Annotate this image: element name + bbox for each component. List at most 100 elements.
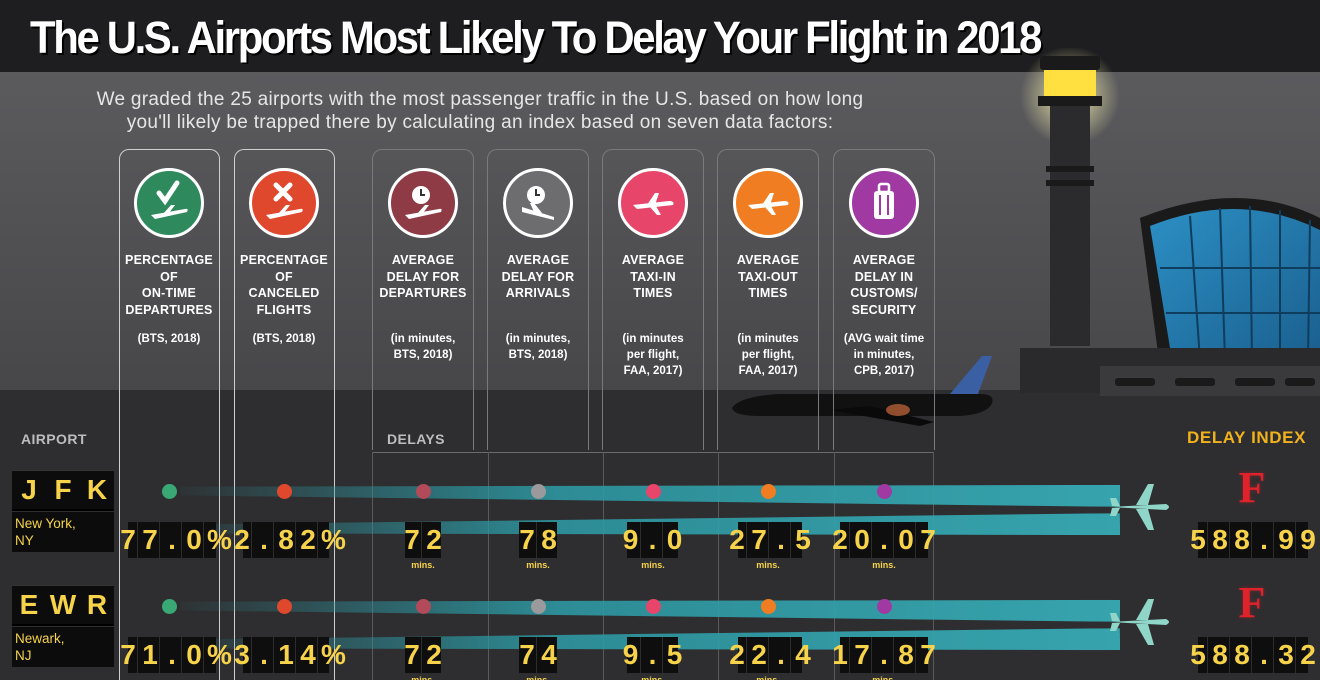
airport-code-char: E xyxy=(12,585,46,624)
metric-source-line: (in minutes, xyxy=(390,333,456,345)
mins-label: mins. xyxy=(641,675,665,680)
value-char: . xyxy=(772,637,791,673)
value-char: 7 xyxy=(518,637,537,673)
mins-label: mins. xyxy=(756,675,780,680)
control-tower-icon xyxy=(1020,48,1120,346)
metric-source-line: per flight, xyxy=(626,349,680,361)
page-title: The U.S. Airports Most Likely To Delay Y… xyxy=(30,12,1042,63)
value-char: 9 xyxy=(622,637,641,673)
metric-label: PERCENTAGE OF CANCELED FLIGHTS xyxy=(234,252,334,318)
metric-source-line: (in minutes, xyxy=(505,333,571,345)
frame-delay-departures xyxy=(372,149,474,450)
metric-source-line: (BTS, 2018) xyxy=(252,333,316,345)
metric-source-line: (in minutes xyxy=(622,333,684,345)
value-char: . xyxy=(644,522,663,558)
metric-dot xyxy=(162,484,177,499)
mins-label: mins. xyxy=(411,560,435,570)
metric-label-line: AVERAGE xyxy=(391,253,455,267)
metric-icon-circle xyxy=(503,168,573,238)
value-char: 2 xyxy=(299,522,318,558)
metric-source: (BTS, 2018) xyxy=(119,331,219,347)
airliner-icon xyxy=(732,356,993,426)
metric-dot xyxy=(277,599,292,614)
value-char: . xyxy=(163,522,182,558)
metric-icon-circle xyxy=(618,168,688,238)
value-char: 8 xyxy=(1233,522,1252,558)
value-char: 7 xyxy=(920,524,936,555)
metric-source-line: per flight, xyxy=(741,349,795,361)
metric-dot xyxy=(531,599,546,614)
value-char: 3 xyxy=(233,637,252,673)
value-char: 0 xyxy=(666,524,683,555)
value-char: 2 xyxy=(831,522,850,558)
metric-source-line: FAA, 2017) xyxy=(623,365,683,377)
metric-label-line: PERCENTAGE xyxy=(240,253,328,267)
mins-label: mins. xyxy=(526,560,550,570)
metric-icon-circle xyxy=(733,168,803,238)
metric-icon-circle xyxy=(388,168,458,238)
metric-label-line: AVERAGE xyxy=(506,253,570,267)
clock-departure-icon xyxy=(405,186,442,219)
x-plane-icon xyxy=(266,182,303,219)
metric-label: AVERAGE TAXI-OUT TIMES xyxy=(718,252,818,302)
frame-on-time xyxy=(119,149,220,680)
metric-label: AVERAGE DELAY FOR ARRIVALS xyxy=(488,252,588,302)
value-char: 8 xyxy=(1211,637,1230,673)
metric-label-line: AVERAGE xyxy=(852,253,916,267)
value-char: 0 xyxy=(853,522,872,558)
metric-dot xyxy=(277,484,292,499)
metric-label: AVERAGE DELAY FOR DEPARTURES xyxy=(373,252,473,302)
terminal-building-icon xyxy=(1020,198,1320,396)
airport-code-char: K xyxy=(80,470,114,509)
luggage-icon xyxy=(874,182,894,219)
value-char: 8 xyxy=(277,522,296,558)
metric-label-line: OF xyxy=(160,269,178,284)
value-char: 1 xyxy=(141,637,160,673)
value-char: 5 xyxy=(1189,522,1208,558)
value-char: . xyxy=(163,637,182,673)
value-char: 8 xyxy=(1211,522,1230,558)
value-char: . xyxy=(875,522,894,558)
metric-dot xyxy=(646,599,661,614)
metric-source-line: (in minutes xyxy=(737,333,799,345)
frame-customs xyxy=(833,149,935,450)
value-char: % xyxy=(321,524,346,555)
metric-value: 3. 1 4% xyxy=(234,637,346,673)
value-char: 2 xyxy=(750,637,769,673)
value-char: 7 xyxy=(403,522,422,558)
city-line: NJ xyxy=(15,648,32,663)
plane-icon xyxy=(1110,484,1169,530)
value-char: 4 xyxy=(541,639,557,670)
subtitle-line-2: you'll likely be trapped there by calcul… xyxy=(126,112,834,133)
value-char: . xyxy=(772,522,791,558)
value-char: % xyxy=(207,524,232,555)
city-line: Newark, xyxy=(15,631,65,646)
metric-dot xyxy=(531,484,546,499)
metric-value: 9.5 xyxy=(623,637,682,673)
metric-source-line: in minutes, xyxy=(853,349,915,361)
metric-label-line: CUSTOMS/ xyxy=(850,286,918,300)
metric-label-line: AVERAGE xyxy=(736,253,800,267)
metric-dot xyxy=(877,484,892,499)
airport-code-char: R xyxy=(80,585,114,624)
metric-label: PERCENTAGE OF ON-TIME DEPARTURES xyxy=(119,252,219,318)
clock-arrival-icon xyxy=(522,186,554,220)
value-char: 2 xyxy=(728,522,747,558)
metric-label: AVERAGE TAXI-IN TIMES xyxy=(603,252,703,302)
mins-label: mins. xyxy=(872,560,896,570)
delay-index-header: DELAY INDEX xyxy=(1187,428,1307,447)
divider xyxy=(603,452,604,680)
metric-label-line: DEPARTURES xyxy=(125,302,213,317)
metric-source-line: (BTS, 2018) xyxy=(137,333,201,345)
grade-letter: F xyxy=(1238,578,1266,627)
plane-icon xyxy=(1110,599,1169,645)
metric-source: (in minutes per flight, FAA, 2017) xyxy=(603,331,703,379)
metric-label-line: ON-TIME xyxy=(141,286,197,300)
value-char: 4 xyxy=(299,637,318,673)
grade-letter: F xyxy=(1238,463,1266,512)
plane-taxi-out-icon xyxy=(748,193,789,215)
metric-source-line: CPB, 2017) xyxy=(853,365,915,377)
